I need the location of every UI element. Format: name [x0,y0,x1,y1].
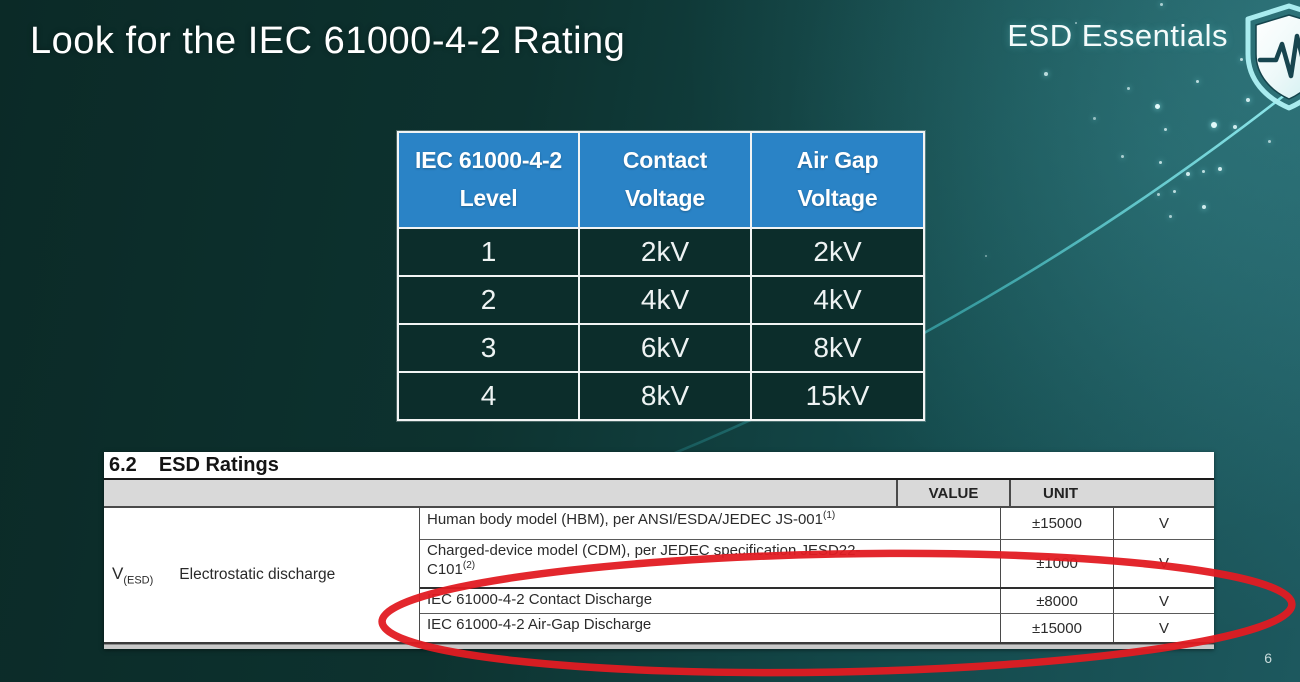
table-row: 4 8kV 15kV [397,371,925,421]
sparkle-dot [1164,128,1167,131]
parameter-symbol: V(ESD) [112,563,154,587]
table-row: 2 4kV 4kV [397,275,925,325]
sparkle-dot [1159,161,1162,164]
row-description: Human body model (HBM), per ANSI/ESDA/JE… [427,510,836,528]
airgap-voltage-cell: 15kV [750,371,925,421]
datasheet-excerpt-panel: 6.2 ESD Ratings VALUE UNIT V(ESD) Electro… [104,452,1214,649]
row-value: ±15000 [1000,614,1113,642]
sparkle-dot [1121,155,1124,158]
contact-voltage-cell: 8kV [578,371,752,421]
sparkle-dot [1127,87,1130,90]
sparkle-dot [1240,58,1243,61]
sparkle-dot [1202,205,1206,209]
sparkle-dot [1155,104,1160,109]
column-header-value: VALUE [896,480,1009,506]
airgap-voltage-cell: 4kV [750,275,925,325]
row-value: ±1000 [1000,539,1113,587]
sparkle-dot [1211,122,1217,128]
table-row: 1 2kV 2kV [397,227,925,277]
airgap-voltage-cell: 2kV [750,227,925,277]
sparkle-dot [1218,167,1222,171]
column-header-unit: UNIT [1009,480,1110,506]
page-number: 6 [1264,650,1272,666]
row-value: ±15000 [1000,508,1113,539]
level-cell: 4 [397,371,580,421]
iec-table-header-airgap-voltage: Air Gap Voltage [750,131,925,229]
contact-voltage-cell: 2kV [578,227,752,277]
table-row: IEC 61000-4-2 Contact Discharge ±8000 V [420,586,1214,614]
table-row: Charged-device model (CDM), per JEDEC sp… [420,538,1214,587]
sparkle-dot [1268,140,1271,143]
row-unit: V [1113,614,1214,642]
row-group-cell: V(ESD) Electrostatic discharge [104,508,420,642]
sparkle-dot [1157,193,1160,196]
iec-table-header-row: IEC 61000-4-2 Level Contact Voltage Air … [397,131,925,229]
iec-table-header-level: IEC 61000-4-2 Level [397,131,580,229]
datasheet-body: V(ESD) Electrostatic discharge Human bod… [104,508,1214,644]
datasheet-section-heading: 6.2 ESD Ratings [104,452,1214,480]
row-description: IEC 61000-4-2 Air-Gap Discharge [427,616,652,634]
level-cell: 1 [397,227,580,277]
sparkle-dot [1093,117,1096,120]
row-value: ±8000 [1000,588,1113,614]
sparkle-dot [1044,72,1048,76]
sparkle-dot [985,255,987,257]
table-row: IEC 61000-4-2 Air-Gap Discharge ±15000 V [420,613,1214,642]
shield-ecg-pulse-icon [1234,2,1300,112]
parameter-label: Electrostatic discharge [179,566,336,583]
sparkle-dot [1169,215,1172,218]
sparkle-dot [1173,190,1176,193]
datasheet-column-header-row: VALUE UNIT [104,480,1214,508]
sparkle-dot [1246,98,1250,102]
level-cell: 2 [397,275,580,325]
iec-table-header-contact-voltage: Contact Voltage [578,131,752,229]
brand-label: ESD Essentials [1007,18,1228,53]
row-unit: V [1113,508,1214,539]
row-unit: V [1113,539,1214,587]
slide-title: Look for the IEC 61000-4-2 Rating [30,20,626,62]
sparkle-dot [1186,172,1190,176]
table-row: Human body model (HBM), per ANSI/ESDA/JE… [420,508,1214,539]
iec-61000-4-2-level-table: IEC 61000-4-2 Level Contact Voltage Air … [397,131,925,421]
table-row: 3 6kV 8kV [397,323,925,373]
datasheet-rows: Human body model (HBM), per ANSI/ESDA/JE… [420,508,1214,642]
airgap-voltage-cell: 8kV [750,323,925,373]
sparkle-dot [1160,3,1163,6]
sparkle-dot [1075,22,1077,24]
sparkle-dot [1233,125,1237,129]
sparkle-dot [1202,170,1205,173]
level-cell: 3 [397,323,580,373]
row-description: IEC 61000-4-2 Contact Discharge [427,590,653,608]
row-unit: V [1113,588,1214,614]
row-description: Charged-device model (CDM), per JEDEC sp… [427,541,861,579]
section-number: 6.2 [109,454,137,476]
datasheet-bottom-strip [104,644,1214,649]
contact-voltage-cell: 6kV [578,323,752,373]
contact-voltage-cell: 4kV [578,275,752,325]
column-header-spacer [104,480,896,506]
section-title: ESD Ratings [158,454,279,476]
sparkle-dot [1196,80,1199,83]
